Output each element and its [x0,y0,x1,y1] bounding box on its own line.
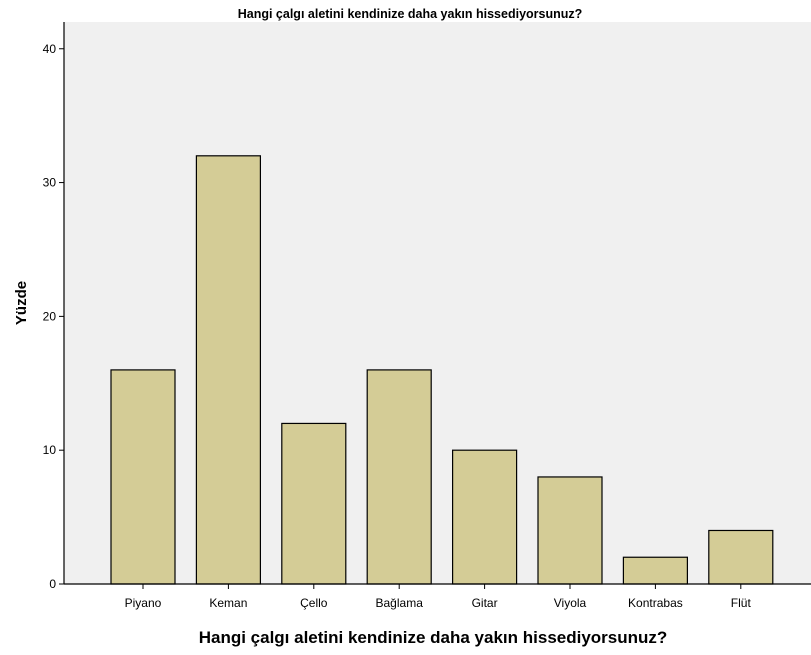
bar-7 [622,556,689,585]
bar-2 [195,155,261,585]
x-tick-label: Viyola [554,596,587,610]
bar-5 [452,449,518,585]
y-tick-label: 40 [43,42,57,56]
x-tick-label: Kontrabas [628,596,683,610]
bar-4 [366,369,432,585]
bar-6 [537,476,603,585]
bar-1 [110,369,176,585]
y-axis: 0 10 20 30 40 [43,22,65,591]
x-tick-label: Gitar [472,596,498,610]
x-tick-label: Piyano [125,596,162,610]
y-tick-label: 20 [43,309,57,323]
y-tick-label: 0 [49,577,56,591]
x-tick-label: Bağlama [376,596,424,610]
bar-3 [281,422,347,585]
bar-8 [708,529,774,585]
bars-group [110,155,774,585]
x-tick-label: Çello [300,596,328,610]
x-tick-label: Keman [209,596,247,610]
x-axis-label: Hangi çalgı aletini kendinize daha yakın… [199,628,668,647]
x-tick-label: Flüt [731,596,752,610]
plot-area [64,22,811,584]
y-tick-label: 30 [43,176,57,190]
x-axis: Piyano Keman Çello Bağlama Gitar Viyola Kontra… [64,583,811,610]
y-tick-label: 10 [43,443,57,457]
y-axis-label: Yüzde [13,281,30,325]
chart-title: Hangi çalgı aletini kendinize daha yakın… [238,7,583,21]
